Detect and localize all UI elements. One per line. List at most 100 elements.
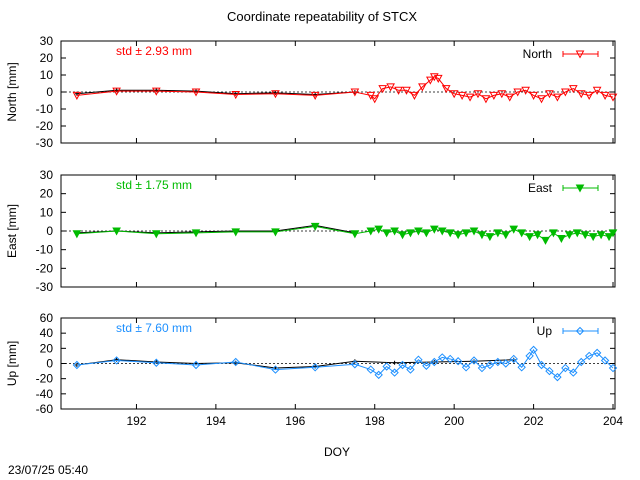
data-point xyxy=(366,365,375,374)
x-tick-label: 198 xyxy=(365,414,385,428)
y-tick-label: 10 xyxy=(40,205,54,219)
data-point xyxy=(449,90,459,99)
x-axis-label: DOY xyxy=(324,445,350,459)
data-point xyxy=(553,372,562,382)
data-point xyxy=(485,360,495,370)
data-point xyxy=(461,229,471,238)
reference-point xyxy=(114,357,119,362)
data-point xyxy=(112,87,121,96)
data-point xyxy=(584,351,594,361)
data-point xyxy=(406,365,415,374)
reference-point xyxy=(313,364,318,369)
data-point xyxy=(453,357,463,366)
reference-point xyxy=(392,360,397,365)
chart-title: Coordinate repeatability of STCX xyxy=(227,9,417,24)
data-point xyxy=(437,227,447,236)
data-point xyxy=(310,222,320,231)
data-point xyxy=(509,225,519,234)
data-point xyxy=(600,356,610,365)
y-tick-label: 60 xyxy=(40,311,54,325)
data-point xyxy=(414,355,423,364)
data-point xyxy=(112,227,121,236)
data-point xyxy=(382,229,391,238)
data-point xyxy=(569,368,578,377)
data-point xyxy=(572,229,582,238)
y-tick-label: 20 xyxy=(40,341,54,355)
data-point xyxy=(191,360,201,370)
y-axis-label: Up [mm] xyxy=(5,341,19,386)
data-point xyxy=(588,233,598,242)
y-tick-label: 10 xyxy=(40,68,54,82)
y-tick-label: -10 xyxy=(36,243,54,257)
data-point xyxy=(592,86,602,95)
timestamp: 23/07/25 05:40 xyxy=(8,463,88,477)
chart-panels: 30 20 10 0 -10 -20 -30 North [mm] std ± 2.93 mm N… xyxy=(5,34,623,428)
x-tick-label: 200 xyxy=(444,414,464,428)
y-tick-label: 0 xyxy=(46,357,53,371)
data-point xyxy=(505,93,515,102)
data-point xyxy=(608,93,618,102)
panel-east: 30 20 10 0 -10 -20 -30 East [mm] std ± 1.75 mm Ea… xyxy=(5,168,618,294)
data-point xyxy=(561,88,570,97)
y-tick-label: -30 xyxy=(36,136,54,150)
data-point xyxy=(231,91,241,100)
data-point xyxy=(545,366,554,376)
data-point xyxy=(151,230,161,239)
y-tick-label: -10 xyxy=(36,102,54,116)
y-tick-label: 20 xyxy=(40,51,54,65)
data-point xyxy=(374,225,384,234)
data-point xyxy=(271,365,280,374)
x-tick-label: 204 xyxy=(603,414,623,428)
data-point xyxy=(72,91,82,100)
data-point xyxy=(366,227,376,236)
data-point xyxy=(568,85,578,94)
data-point xyxy=(473,90,483,99)
data-point xyxy=(453,231,463,240)
legend: East xyxy=(528,181,599,195)
legend-label: East xyxy=(528,181,553,195)
data-point xyxy=(525,233,534,242)
data-point xyxy=(370,95,380,104)
data-point xyxy=(608,229,618,238)
data-point xyxy=(529,345,538,355)
data-point xyxy=(529,91,538,100)
data-point xyxy=(441,85,451,94)
y-axis-label: East [mm] xyxy=(5,204,19,258)
data-point xyxy=(418,83,427,92)
data-point xyxy=(485,233,495,242)
data-point xyxy=(398,231,407,240)
y-tick-label: -20 xyxy=(36,372,54,386)
data-point xyxy=(501,231,511,240)
x-tick-label: 202 xyxy=(524,414,544,428)
data-point xyxy=(422,361,431,370)
data-point xyxy=(430,357,439,367)
data-point xyxy=(350,88,360,97)
data-point xyxy=(402,86,411,95)
data-point xyxy=(557,234,566,244)
legend-marker xyxy=(575,50,585,59)
y-tick-label: -40 xyxy=(36,387,54,401)
data-point xyxy=(489,91,499,100)
data-point xyxy=(151,87,161,96)
data-point xyxy=(525,351,534,361)
std-label: std ± 1.75 mm xyxy=(116,178,192,192)
data-point xyxy=(513,88,523,97)
y-tick-label: -20 xyxy=(36,261,54,275)
data-point xyxy=(596,231,606,240)
data-point xyxy=(350,360,360,369)
data-point xyxy=(469,356,479,365)
data-point xyxy=(592,348,602,358)
data-point xyxy=(501,359,510,368)
data-point xyxy=(493,357,503,367)
y-tick-label: 0 xyxy=(46,224,53,238)
x-tick-label: 192 xyxy=(126,414,146,428)
data-point xyxy=(576,90,586,99)
data-point xyxy=(72,230,82,239)
data-point xyxy=(382,362,391,371)
data-point xyxy=(386,83,395,92)
y-tick-label: 30 xyxy=(40,168,54,182)
data-point xyxy=(509,354,518,364)
legend-label: Up xyxy=(537,324,553,338)
y-tick-label: -30 xyxy=(36,280,54,294)
